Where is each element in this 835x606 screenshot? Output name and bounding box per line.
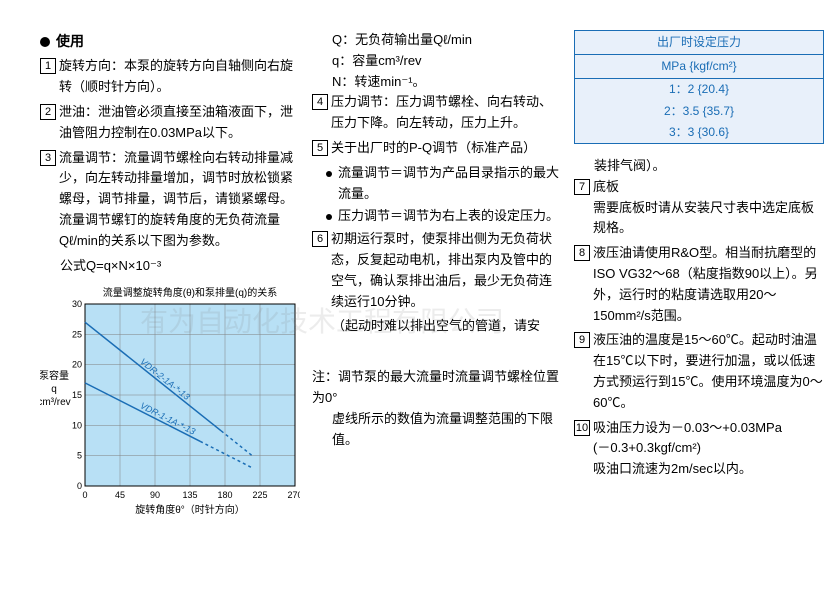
note-block: 注：调节泵的最大流量时流量调节螺栓位置为0° 虚线所示的数值为流量调整范围的下限… [312, 367, 562, 450]
bullet-icon [40, 37, 50, 47]
table-header-2: MPa {kgf/cm²} [575, 55, 823, 79]
number-box: 4 [312, 94, 328, 110]
item-text: 底板需要底板时请从安装尺寸表中选定底板规格。 [593, 177, 824, 239]
column-2: Q：无负荷输出量Qℓ/minq：容量cm³/revN：转速min⁻¹。 4压力调… [312, 30, 562, 523]
number-box: 5 [312, 140, 328, 156]
svg-text:25: 25 [72, 330, 82, 340]
page-container: 使用 1旋转方向：本泵的旋转方向自轴侧向右旋转（顺时针方向）。2泄油：泄油管必须… [40, 30, 815, 523]
def-line: N：转速min⁻¹。 [332, 72, 562, 93]
svg-text:流量调整旋转角度(θ)和泵排量(q)的关系: 流量调整旋转角度(θ)和泵排量(q)的关系 [103, 286, 277, 299]
svg-text:180: 180 [217, 490, 232, 500]
svg-text:0: 0 [77, 481, 82, 491]
svg-text:5: 5 [77, 451, 82, 461]
column-1: 使用 1旋转方向：本泵的旋转方向自轴侧向右旋转（顺时针方向）。2泄油：泄油管必须… [40, 30, 300, 523]
sub-text: 流量调节＝调节为产品目录指示的最大流量。 [338, 163, 562, 205]
list-item: 4压力调节：压力调节螺栓、向右转动、压力下降。向左转动，压力上升。 [312, 92, 562, 134]
note-text2: 虚线所示的数值为流量调整范围的下限值。 [312, 409, 562, 451]
item-text: 流量调节：流量调节螺栓向右转动排量减少，向左转动排量增加，调节时放松锁紧螺母，调… [59, 148, 300, 252]
number-box: 9 [574, 332, 590, 348]
note-label: 注： [312, 369, 338, 384]
svg-text:泵容量: 泵容量 [40, 369, 69, 382]
svg-text:20: 20 [72, 360, 82, 370]
table-header-1: 出厂时设定压力 [575, 31, 823, 55]
number-box: 2 [40, 104, 56, 120]
list-item: 10吸油压力设为－0.03～+0.03MPa (－0.3+0.3kgf/cm²)… [574, 418, 824, 480]
formula: 公式Q=q×N×10⁻³ [40, 256, 300, 277]
list-item: 5关于出厂时的P-Q调节（标准产品） [312, 138, 562, 159]
item-text: 旋转方向：本泵的旋转方向自轴侧向右旋转（顺时针方向）。 [59, 56, 300, 98]
sub-bullet: 流量调节＝调节为产品目录指示的最大流量。 [312, 163, 562, 205]
svg-text:90: 90 [150, 490, 160, 500]
svg-text:旋转角度θ°（时针方向）: 旋转角度θ°（时针方向） [135, 503, 245, 516]
list-item: 9液压油的温度是15～60℃。起动时油温在15℃以下时，要进行加温，或以低速方式… [574, 330, 824, 413]
item-text: 液压油的温度是15～60℃。起动时油温在15℃以下时，要进行加温，或以低速方式预… [593, 330, 824, 413]
title-text: 使用 [56, 33, 84, 49]
def-line: q：容量cm³/rev [332, 51, 562, 72]
list-item: 6初期运行泵时，使泵排出侧为无负荷状态，反复起动电机，排出泵内及管中的空气，确认… [312, 229, 562, 312]
list-item: 3流量调节：流量调节螺栓向右转动排量减少，向左转动排量增加，调节时放松锁紧螺母，… [40, 148, 300, 252]
pressure-table: 出厂时设定压力 MPa {kgf/cm²} 1：2 {20.4}2：3.5 {3… [574, 30, 824, 144]
svg-text:135: 135 [182, 490, 197, 500]
paren-text: （起动时难以排出空气的管道，请安 [312, 316, 562, 337]
flow-chart: 流量调整旋转角度(θ)和泵排量(q)的关系 0 5 10 15 20 25 30 0 45 90 13… [40, 286, 300, 523]
note-text: 调节泵的最大流量时流量调节螺栓位置为0° [312, 369, 559, 405]
item-text: 关于出厂时的P-Q调节（标准产品） [331, 138, 562, 159]
table-row: 1：2 {20.4} [575, 79, 823, 100]
number-box: 10 [574, 420, 590, 436]
svg-text:cm³/rev: cm³/rev [40, 397, 71, 408]
dot-icon [326, 171, 332, 177]
svg-text:45: 45 [115, 490, 125, 500]
list-item: 7底板需要底板时请从安装尺寸表中选定底板规格。 [574, 177, 824, 239]
svg-text:15: 15 [72, 390, 82, 400]
list-item: 2泄油：泄油管必须直接至油箱液面下，泄油管阻力控制在0.03MPa以下。 [40, 102, 300, 144]
item-text: 吸油压力设为－0.03～+0.03MPa (－0.3+0.3kgf/cm²) 吸… [593, 418, 824, 480]
table-row: 2：3.5 {35.7} [575, 101, 823, 122]
number-box: 8 [574, 245, 590, 261]
sub-text: 压力调节＝调节为右上表的设定压力。 [338, 206, 559, 227]
dot-icon [326, 214, 332, 220]
number-box: 6 [312, 231, 328, 247]
item-text: 液压油请使用R&O型。相当耐抗磨型的ISO VG32～68（粘度指数90以上）。… [593, 243, 824, 326]
number-box: 7 [574, 179, 590, 195]
number-box: 3 [40, 150, 56, 166]
table-row: 3：3 {30.6} [575, 122, 823, 143]
svg-text:270: 270 [287, 490, 300, 500]
item-text: 压力调节：压力调节螺栓、向右转动、压力下降。向左转动，压力上升。 [331, 92, 562, 134]
svg-text:30: 30 [72, 299, 82, 309]
sub-bullet: 压力调节＝调节为右上表的设定压力。 [312, 206, 562, 227]
section-title: 使用 [40, 30, 300, 52]
column-3: 出厂时设定压力 MPa {kgf/cm²} 1：2 {20.4}2：3.5 {3… [574, 30, 824, 523]
item-text: 初期运行泵时，使泵排出侧为无负荷状态，反复起动电机，排出泵内及管中的空气，确认泵… [331, 229, 562, 312]
list-item: 1旋转方向：本泵的旋转方向自轴侧向右旋转（顺时针方向）。 [40, 56, 300, 98]
svg-text:10: 10 [72, 421, 82, 431]
svg-text:q: q [51, 384, 57, 395]
cont-text: 装排气阀）。 [574, 156, 824, 177]
list-item: 8液压油请使用R&O型。相当耐抗磨型的ISO VG32～68（粘度指数90以上）… [574, 243, 824, 326]
number-box: 1 [40, 58, 56, 74]
item-text: 泄油：泄油管必须直接至油箱液面下，泄油管阻力控制在0.03MPa以下。 [59, 102, 300, 144]
svg-text:0: 0 [82, 490, 87, 500]
def-line: Q：无负荷输出量Qℓ/min [332, 30, 562, 51]
svg-text:225: 225 [252, 490, 267, 500]
